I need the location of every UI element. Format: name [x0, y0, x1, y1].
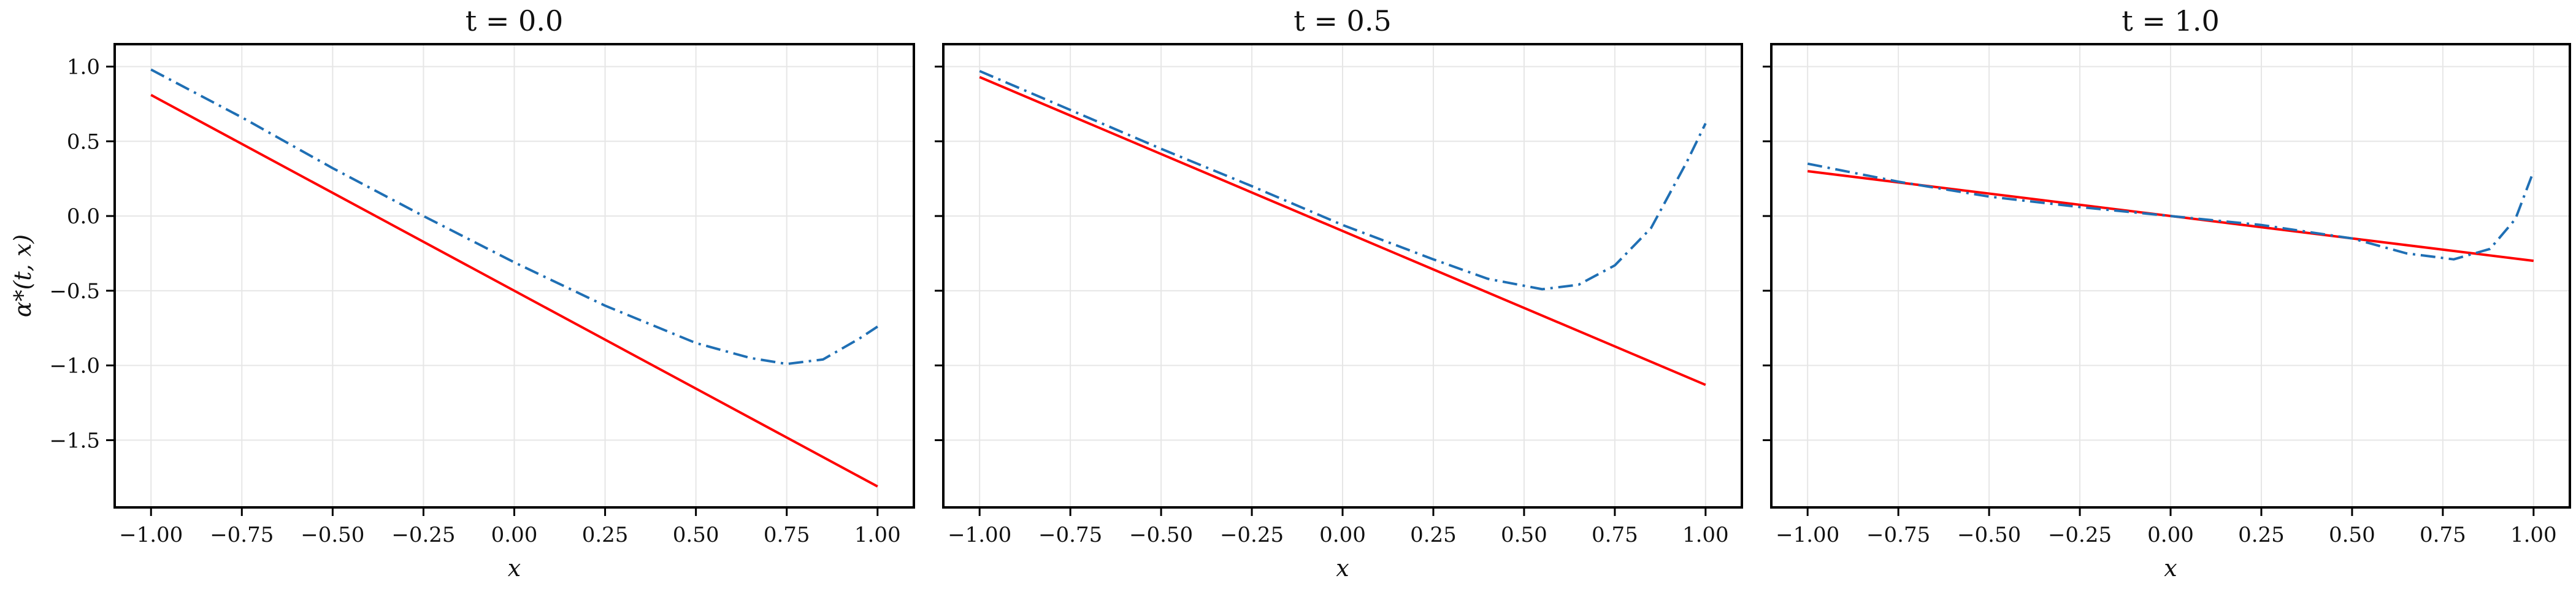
y-tick-label: 0.5	[67, 129, 100, 154]
x-tick-label: 0.00	[2147, 523, 2194, 547]
series-line-solid	[979, 75, 1706, 387]
panel-t-1: −1.00 −0.75 −0.50 −0.25 0.00 0.25 0.50 0.75 1.00…	[1763, 4, 2571, 582]
y-tick-label: −1.5	[49, 428, 100, 453]
y-tick-label: −1.0	[49, 354, 100, 379]
x-tick-label: −0.25	[391, 523, 455, 547]
panel-title: t = 0.5	[1294, 4, 1391, 37]
x-tick-label: 1.00	[1682, 523, 1729, 547]
x-tick-label: 0.75	[764, 523, 810, 547]
x-tick-label: −1.00	[119, 523, 183, 547]
x-tick-label: −0.75	[1038, 523, 1102, 547]
x-tick-label: 0.50	[673, 523, 719, 547]
x-tick-label: −0.75	[1866, 523, 1930, 547]
x-tick-label: 0.25	[582, 523, 629, 547]
x-tick-label: 0.25	[2238, 523, 2285, 547]
x-tick-label: −0.25	[1220, 523, 1284, 547]
x-tick-label: 0.00	[491, 523, 538, 547]
panel-t-0: −1.00 −0.75 −0.50 −0.25 0.00 0.25 0.50 0.75 1.00…	[9, 4, 915, 582]
x-tick-label: −0.50	[1957, 523, 2021, 547]
series-line-solid	[150, 94, 878, 488]
x-tick-label: 0.75	[1592, 523, 1638, 547]
x-tick-label: −0.50	[1129, 523, 1193, 547]
x-tick-label: 0.00	[1319, 523, 1366, 547]
panel-title: t = 1.0	[2122, 4, 2219, 37]
x-tick-label: 1.00	[854, 523, 901, 547]
x-tick-label: 0.50	[1501, 523, 1547, 547]
x-tick-label: 0.75	[2420, 523, 2466, 547]
x-axis-label: x	[2164, 555, 2177, 582]
panel-title: t = 0.0	[466, 4, 563, 37]
x-tick-label: −0.75	[210, 523, 274, 547]
y-tick-label: −0.5	[49, 279, 100, 304]
y-axis-label: α*(t, x)	[9, 234, 36, 317]
x-tick-label: −0.25	[2048, 523, 2112, 547]
x-tick-label: 0.50	[2329, 523, 2375, 547]
x-axis-label: x	[508, 555, 521, 582]
panel-t-0-5: −1.00 −0.75 −0.50 −0.25 0.00 0.25 0.50 0.75 1.00…	[935, 4, 1743, 582]
x-tick-label: 0.25	[1410, 523, 1457, 547]
series-line-dashdot	[979, 69, 1707, 291]
series-line-dashdot	[150, 68, 878, 366]
x-axis-label: x	[1336, 555, 1349, 582]
x-tick-label: −1.00	[1776, 523, 1839, 547]
y-tick-label: 0.0	[67, 204, 100, 229]
x-tick-label: −1.00	[948, 523, 1011, 547]
x-tick-label: 1.00	[2510, 523, 2557, 547]
x-tick-label: −0.50	[301, 523, 364, 547]
series-line-dashdot	[1807, 162, 2535, 261]
y-tick-label: 1.0	[67, 55, 100, 80]
